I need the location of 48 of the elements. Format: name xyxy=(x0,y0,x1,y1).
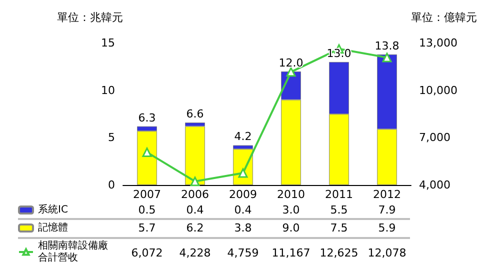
y2-axis-title: 單位：億韓元 xyxy=(411,11,477,24)
data-label: 3.0 xyxy=(282,204,300,216)
legend-label: 系統IC xyxy=(38,204,68,216)
data-label: 4,228 xyxy=(179,246,211,260)
data-label: 12,625 xyxy=(320,246,358,260)
y2-tick-label: 7,000 xyxy=(419,131,450,144)
point xyxy=(190,176,200,186)
total-label: 4.2 xyxy=(234,130,252,144)
y2-tick-label: 13,000 xyxy=(419,36,458,50)
data-label: 5.5 xyxy=(330,204,348,216)
y-tick-label: 5 xyxy=(108,131,115,144)
total-label: 12.0 xyxy=(278,56,304,70)
data-label: 5.9 xyxy=(378,222,396,234)
data-label: 12,078 xyxy=(368,246,406,260)
point xyxy=(286,67,296,77)
y2-tick-label: 4,000 xyxy=(419,178,450,192)
total-label: 6.6 xyxy=(186,108,204,121)
x-tick-label: 2010 xyxy=(277,188,305,201)
data-label: 0.4 xyxy=(186,204,204,216)
legend-label: 相關南韓設備廠合計營收 xyxy=(38,240,108,264)
data-label: 7.9 xyxy=(378,204,396,216)
data-label: 0.4 xyxy=(234,204,252,216)
y2-tick-label: 10,000 xyxy=(419,84,458,97)
legend-label: 記憶體 xyxy=(38,222,68,234)
y-tick-label: 0 xyxy=(108,178,115,192)
data-label: 9.0 xyxy=(282,222,300,234)
data-label: 0.5 xyxy=(138,204,156,216)
x-tick-label: 2011 xyxy=(325,188,353,201)
point xyxy=(382,52,392,62)
x-tick-label: 2009 xyxy=(229,188,257,201)
data-label: 6.2 xyxy=(186,222,204,234)
total-label: 13.8 xyxy=(374,39,400,52)
x-tick-label: 2007 xyxy=(133,188,161,201)
point xyxy=(238,168,248,178)
data-label: 4,759 xyxy=(227,246,259,260)
point xyxy=(142,148,152,158)
y-tick-label: 10 xyxy=(101,84,115,97)
data-label: 3.8 xyxy=(234,222,252,234)
data-label: 11,167 xyxy=(272,246,310,260)
data-label: 6,072 xyxy=(131,246,163,260)
data-label: 5.7 xyxy=(138,222,156,234)
total-label: 6.3 xyxy=(138,111,156,124)
x-tick-label: 2012 xyxy=(373,188,401,201)
data-label: 7.5 xyxy=(330,222,348,234)
bar xyxy=(185,126,205,185)
x-tick-label: 2006 xyxy=(181,188,209,201)
y-tick-label: 15 xyxy=(101,36,115,50)
y-axis-title: 單位：兆韓元 xyxy=(57,11,123,24)
